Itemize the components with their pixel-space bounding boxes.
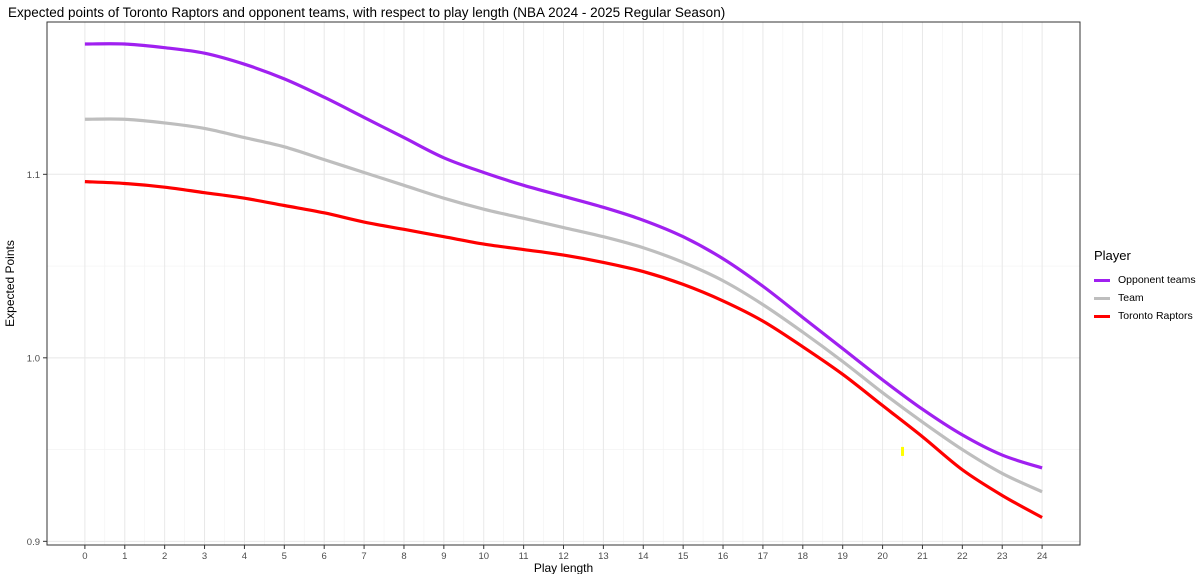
series-line-team [84,117,1043,494]
legend-title: Player [1094,248,1131,263]
x-tick-label: 22 [957,551,968,562]
x-tick-label: 2 [162,551,167,562]
marker-layer [901,446,905,456]
legend-label: Toronto Raptors [1118,310,1193,322]
series-line-opponent-teams [84,42,1043,470]
y-tick-label: 1.1 [27,170,40,181]
legend-item: Opponent teams [1094,271,1196,289]
x-tick-label: 24 [1037,551,1048,562]
legend-key [1094,278,1110,282]
x-tick-label: 0 [82,551,87,562]
legend: Player Opponent teams Team Toronto Raptors [1094,248,1196,325]
yellow-marker [901,446,905,456]
legend-key [1094,314,1110,318]
x-tick-label: 17 [758,551,769,562]
x-tick-label: 9 [441,551,446,562]
x-tick-label: 3 [202,551,207,562]
legend-items: Opponent teams Team Toronto Raptors [1094,271,1196,325]
x-axis-label: Play length [534,561,593,574]
legend-label: Team [1118,292,1144,304]
x-tick-label: 6 [322,551,327,562]
x-tick-label: 12 [558,551,569,562]
legend-item: Team [1094,289,1196,307]
x-tick-label: 8 [401,551,406,562]
x-tick-label: 5 [282,551,287,562]
x-axis-ticks: 0 1 2 3 4 5 6 7 8 9 10 11 12 13 14 15 16 17 18 19 20 21 22 23 24 [82,545,1047,562]
x-tick-label: 20 [877,551,888,562]
x-tick-label: 19 [837,551,848,562]
y-axis-ticks: 0.9 1.0 1.1 [27,170,47,548]
x-tick-label: 7 [361,551,366,562]
x-tick-label: 18 [798,551,809,562]
x-tick-label: 10 [478,551,489,562]
x-tick-label: 14 [638,551,649,562]
x-tick-label: 11 [519,551,529,562]
legend-item: Toronto Raptors [1094,307,1196,325]
legend-key [1094,296,1110,300]
x-tick-label: 13 [598,551,609,562]
x-tick-label: 4 [242,551,247,562]
series-line-toronto-raptors [84,180,1043,519]
x-tick-label: 23 [997,551,1008,562]
legend-label: Opponent teams [1118,274,1196,286]
chart-title: Expected points of Toronto Raptors and o… [8,5,726,20]
series-lines [84,42,1043,519]
x-tick-label: 15 [678,551,689,562]
y-tick-label: 1.0 [27,353,40,364]
y-axis-label: Expected Points [3,240,17,327]
x-tick-label: 21 [917,551,928,562]
x-tick-label: 1 [122,551,127,562]
grid-lines [47,22,1080,545]
y-tick-label: 0.9 [27,537,40,548]
x-tick-label: 16 [718,551,729,562]
